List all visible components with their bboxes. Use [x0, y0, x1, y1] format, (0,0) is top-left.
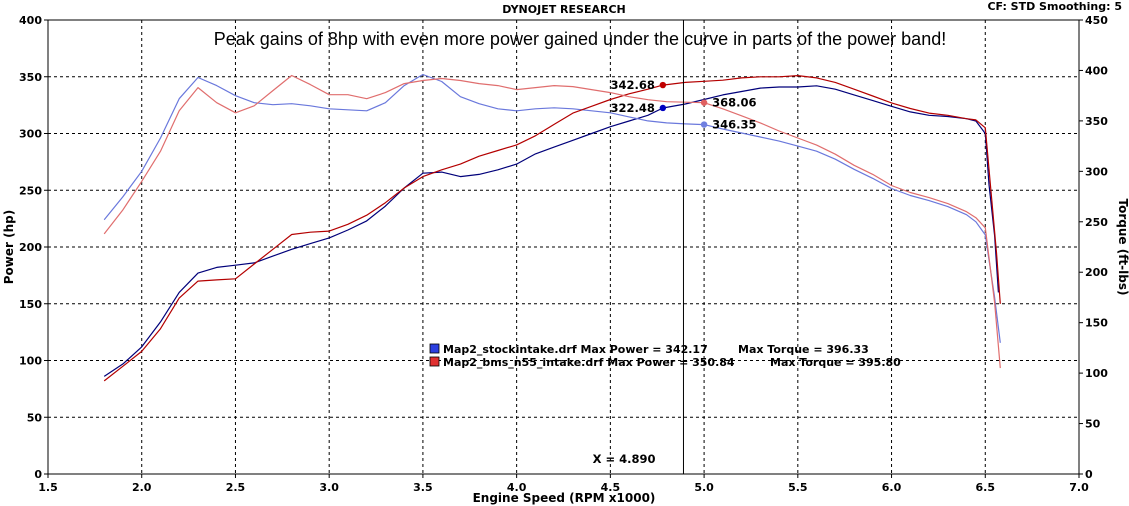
legend-swatch — [429, 343, 440, 354]
cursor-marker-value: 368.06 — [712, 96, 756, 110]
cursor-marker-value: 342.68 — [610, 78, 654, 92]
cursor-marker-value: 322.48 — [610, 101, 654, 115]
series-torque-map2-stockintake-drf — [103, 73, 1001, 343]
series-power-map2-stockintake-drf — [103, 85, 999, 377]
y2-tick-label: 200 — [1085, 266, 1108, 279]
chart-settings-label: CF: STD Smoothing: 5 — [987, 0, 1122, 13]
y-axis-left-label: Power (hp) — [2, 210, 16, 284]
x-tick-label: 6.0 — [882, 481, 902, 494]
y2-tick-label: 250 — [1085, 216, 1108, 229]
cursor-marker-value: 346.35 — [712, 118, 756, 132]
marker-layer: 342.68 322.48 368.06 346.35 — [610, 78, 756, 132]
y-axis-right-ticks: 0 50 100 150 200 250 300 350 400 450 — [1079, 14, 1108, 481]
grid-lines — [48, 20, 1079, 474]
legend-swatch — [429, 356, 440, 367]
x-tick-label: 4.5 — [601, 481, 621, 494]
cursor-marker-dot — [659, 81, 667, 89]
y2-tick-label: 300 — [1085, 165, 1108, 178]
y-axis-right-label: Torque (ft-lbs) — [1116, 199, 1129, 296]
y-tick-label: 350 — [19, 71, 42, 84]
legend-entry-torque: Max Torque = 395.80 — [770, 356, 901, 369]
x-tick-label: 5.0 — [694, 481, 714, 494]
peak-gains-annotation: Peak gains of 8hp with even more power g… — [214, 29, 946, 49]
x-tick-label: 3.0 — [319, 481, 339, 494]
x-tick-label: 2.5 — [226, 481, 246, 494]
chart-header-title: DYNOJET RESEARCH — [502, 3, 625, 16]
x-tick-label: 4.0 — [507, 481, 527, 494]
y2-tick-label: 350 — [1085, 115, 1108, 128]
x-tick-label: 1.5 — [38, 481, 58, 494]
y-tick-label: 300 — [19, 128, 42, 141]
series-torque-map2-bms-n55-intake-drf — [103, 74, 1001, 369]
y-tick-label: 100 — [19, 355, 42, 368]
x-tick-label: 7.0 — [1069, 481, 1089, 494]
legend-entry-label: Map2_stockintake.drf Max Power = 342.17 — [443, 343, 708, 356]
x-tick-label: 2.0 — [132, 481, 152, 494]
cursor-marker-dot — [700, 99, 708, 106]
legend: Map2_stockintake.drf Max Power = 342.17 M… — [429, 343, 901, 369]
y-tick-label: 50 — [27, 411, 43, 424]
y-tick-label: 150 — [19, 298, 42, 311]
y2-tick-label: 100 — [1085, 367, 1108, 380]
series-layer — [103, 73, 1001, 382]
cursor-marker-dot — [659, 104, 667, 112]
y2-tick-label: 150 — [1085, 317, 1108, 330]
legend-entry-label: Map2_bms_n55_intake.drf Max Power = 350.… — [443, 356, 735, 369]
y2-tick-label: 50 — [1085, 418, 1101, 431]
y2-tick-label: 450 — [1085, 14, 1108, 27]
y-tick-label: 0 — [34, 468, 42, 481]
x-tick-label: 3.5 — [413, 481, 433, 494]
x-axis-ticks: 1.5 2.0 2.5 3.0 3.5 4.0 4.5 5.0 5.5 6.0 6.5 7.0 — [38, 474, 1089, 494]
y-tick-label: 250 — [19, 184, 42, 197]
x-tick-label: 5.5 — [788, 481, 808, 494]
cursor-marker-dot — [700, 121, 708, 128]
y-axis-left-ticks: 0 50 100 150 200 250 300 350 400 — [19, 14, 48, 481]
y2-tick-label: 0 — [1085, 468, 1093, 481]
x-axis-label: Engine Speed (RPM x1000) — [473, 491, 656, 505]
legend-entry-torque: Max Torque = 396.33 — [738, 343, 869, 356]
y2-tick-label: 400 — [1085, 64, 1108, 77]
y-tick-label: 400 — [19, 14, 42, 27]
series-power-map2-bms-n55-intake-drf — [103, 75, 1001, 382]
cursor-x-readout: X = 4.890 — [593, 452, 656, 466]
y-tick-label: 200 — [19, 241, 42, 254]
x-tick-label: 6.5 — [976, 481, 996, 494]
